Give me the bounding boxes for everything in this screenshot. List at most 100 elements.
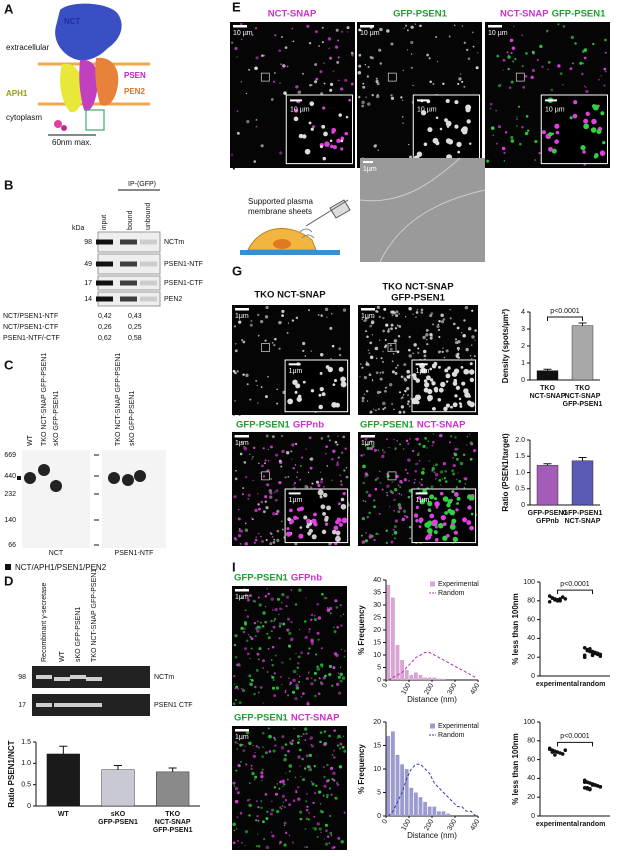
random-line <box>387 763 477 817</box>
speckle <box>400 405 405 409</box>
label: PSEN1 CTF <box>154 702 193 709</box>
lane-label: sKO GFP-PSEN1 <box>53 391 60 446</box>
speckle <box>378 470 381 473</box>
y-tick-label: 0 <box>377 813 381 820</box>
speckle <box>405 515 409 519</box>
speckle <box>322 485 325 488</box>
speckle <box>422 335 426 340</box>
speckle <box>466 520 472 525</box>
speckle <box>323 784 327 789</box>
speckle <box>402 410 406 414</box>
y-tick-label: 1.5 <box>21 739 31 746</box>
speckle <box>415 378 421 383</box>
speckle <box>337 456 340 459</box>
speckle <box>393 509 395 512</box>
speckle <box>264 339 267 342</box>
speckle <box>328 672 332 677</box>
speckle <box>262 820 265 824</box>
speckle <box>429 513 435 519</box>
speckle <box>390 310 394 314</box>
speckle <box>442 82 445 85</box>
speckle <box>281 68 283 70</box>
gel-band <box>24 472 36 484</box>
speckle <box>245 475 248 479</box>
speckle <box>366 335 369 338</box>
speckle <box>385 324 388 327</box>
speckle <box>301 456 304 459</box>
speckle <box>514 58 517 61</box>
speckle <box>265 506 269 510</box>
speckle <box>260 771 264 775</box>
speckle <box>524 74 528 78</box>
speckle <box>368 511 371 515</box>
speckle <box>287 517 291 522</box>
speckle <box>415 311 419 314</box>
speckle <box>269 495 273 499</box>
speckle <box>274 608 278 612</box>
speckle <box>376 476 380 480</box>
speckle <box>341 676 346 680</box>
speckle <box>412 373 417 378</box>
y-tick-label: 4 <box>521 309 525 316</box>
speckle <box>466 435 468 438</box>
speckle <box>400 375 404 379</box>
speckle <box>236 839 239 842</box>
speckle <box>274 337 277 341</box>
speckle <box>253 778 256 781</box>
speckle <box>433 386 439 392</box>
speckle <box>441 350 444 353</box>
speckle <box>299 810 303 814</box>
speckle <box>393 488 398 492</box>
x-tick-label: TKO <box>575 385 590 392</box>
image-title: GFP-PSEN1 <box>234 573 289 584</box>
speckle <box>420 483 424 487</box>
speckle <box>321 392 326 397</box>
speckle <box>328 56 333 60</box>
scale-label: 1µm <box>416 368 430 375</box>
speckle <box>445 349 449 353</box>
speckle <box>247 497 250 500</box>
speckle <box>251 34 254 37</box>
speckle <box>249 798 251 801</box>
speckle <box>361 104 365 108</box>
speckle <box>408 525 412 529</box>
point <box>588 786 592 791</box>
speckle <box>273 786 277 789</box>
speckle <box>329 326 333 330</box>
speckle <box>582 150 586 154</box>
speckle <box>335 606 339 609</box>
speckle <box>316 602 320 606</box>
y-tick-label: 80 <box>527 598 535 605</box>
speckle <box>238 320 242 324</box>
gel-band <box>38 464 50 476</box>
speckle <box>397 484 400 487</box>
speckle <box>265 434 269 438</box>
y-tick-label: 35 <box>373 589 381 596</box>
speckle <box>341 451 344 454</box>
speckle <box>267 647 270 650</box>
x-tick-label: GFP-PSEN1 <box>153 827 193 834</box>
speckle <box>281 36 283 38</box>
y-tick-label: 15 <box>373 639 381 646</box>
histogram-bar <box>409 675 414 680</box>
y-tick-label: 15 <box>373 742 381 749</box>
speckle <box>267 592 270 596</box>
speckle <box>386 484 390 488</box>
speckle <box>585 89 589 94</box>
speckle <box>326 316 328 318</box>
speckle <box>391 370 395 374</box>
speckle <box>234 741 237 744</box>
speckle <box>420 367 427 374</box>
speckle <box>477 52 479 54</box>
speckle <box>371 334 374 336</box>
speckle <box>527 129 530 132</box>
speckle <box>289 508 293 513</box>
panel-label: A <box>4 1 14 16</box>
speckle <box>272 679 275 681</box>
speckle <box>298 675 301 678</box>
scale-label: 10 µm <box>417 106 437 113</box>
speckle <box>401 116 404 118</box>
speckle <box>399 486 402 489</box>
speckle <box>452 536 458 543</box>
speckle <box>264 605 267 608</box>
